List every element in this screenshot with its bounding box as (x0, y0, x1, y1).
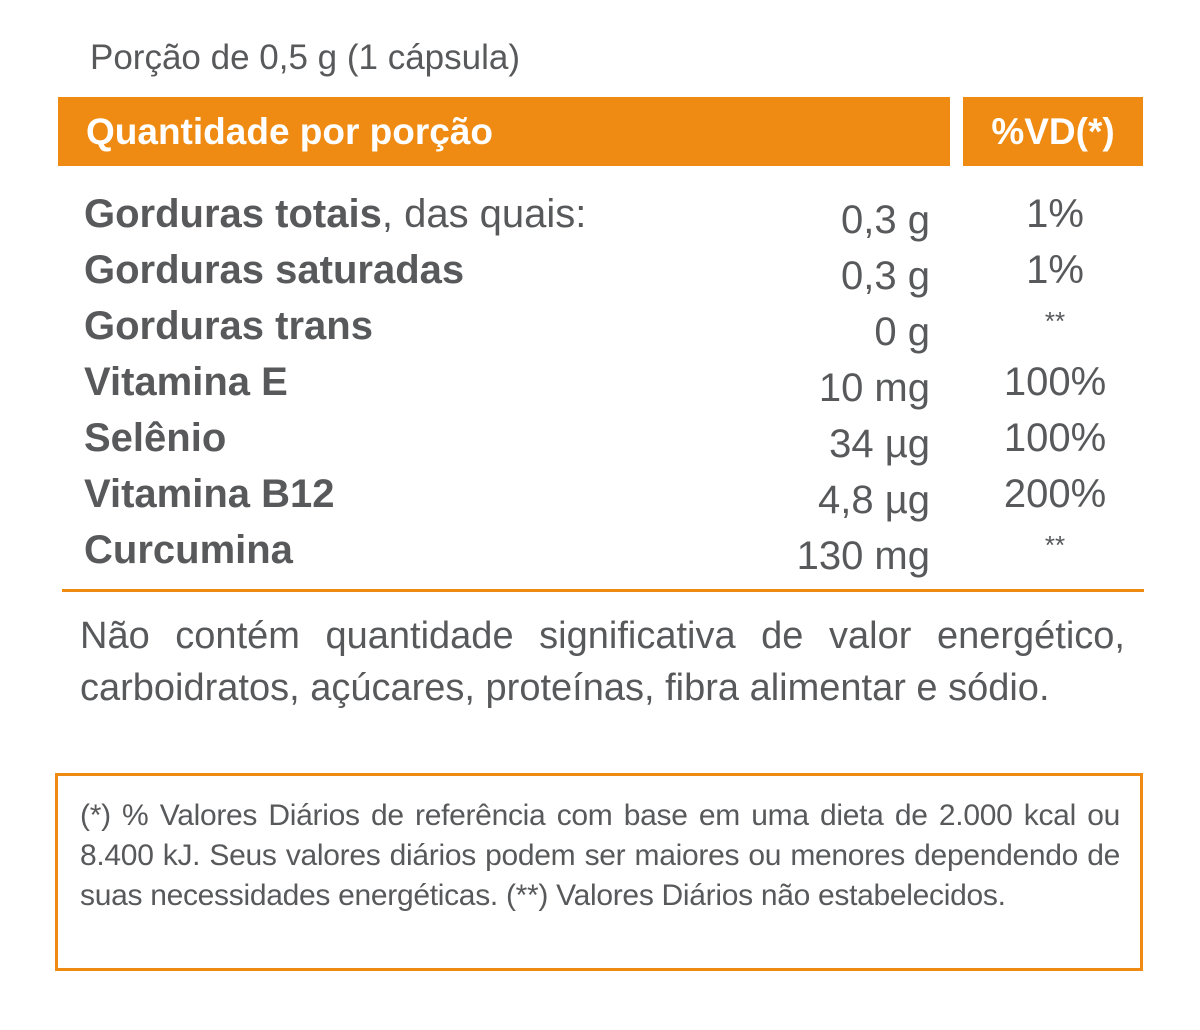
nutrient-dv: 1% (1026, 192, 1084, 236)
portion-size: Porção de 0,5 g (1 cápsula) (90, 38, 520, 77)
nutrient-row: Gorduras trans 0 g ** (0, 298, 1200, 354)
nutrient-dv: ** (1044, 306, 1066, 336)
nutrient-name: Selênio (84, 416, 227, 460)
table-divider (62, 589, 1144, 592)
nutrient-name: Gorduras trans (84, 304, 373, 348)
nutrient-row: Curcumina 130 mg ** (0, 522, 1200, 578)
nutrient-amount: 10 mg (818, 366, 930, 410)
nutrient-amount: 0 g (874, 310, 930, 354)
nutrient-amount: 0,3 g (841, 198, 930, 242)
nutrient-amount: 130 mg (796, 534, 930, 578)
nutrient-row: Vitamina B12 4,8 µg 200% (0, 466, 1200, 522)
nutrient-row: Gorduras saturadas 0,3 g 1% (0, 242, 1200, 298)
nutrient-name: Vitamina B12 (84, 472, 335, 516)
nutrient-name: Gorduras saturadas (84, 248, 465, 292)
nutrient-dv: 1% (1026, 248, 1084, 292)
nutrient-dv: ** (1044, 530, 1066, 560)
nutrient-dv: 100% (1003, 360, 1107, 404)
nutrient-name: Vitamina E (84, 360, 288, 404)
nutrient-row: Gorduras totais, das quais: 0,3 g 1% (0, 186, 1200, 242)
nutrient-row: Vitamina E 10 mg 100% (0, 354, 1200, 410)
disclaimer-note: Não contém quantidade significativa de v… (80, 615, 1125, 709)
nutrient-amount: 4,8 µg (817, 478, 930, 522)
nutrient-name: Curcumina (84, 528, 293, 572)
nutrient-table: Gorduras totais, das quais: 0,3 g 1% Gor… (0, 186, 1200, 578)
quantity-header: Quantidade por porção (58, 97, 950, 166)
footnote-box (55, 773, 1143, 971)
nutrient-amount: 34 µg (829, 422, 930, 466)
nutrient-amount: 0,3 g (841, 254, 930, 298)
footnote-text: (*) % Valores Diários de referência com … (80, 799, 1120, 912)
nutrient-name: Gorduras totais, das quais: (84, 192, 587, 236)
nutrient-dv: 100% (1003, 416, 1107, 460)
nutrient-dv: 200% (1003, 472, 1107, 516)
daily-value-header: %VD(*) (963, 97, 1143, 166)
nutrient-row: Selênio 34 µg 100% (0, 410, 1200, 466)
